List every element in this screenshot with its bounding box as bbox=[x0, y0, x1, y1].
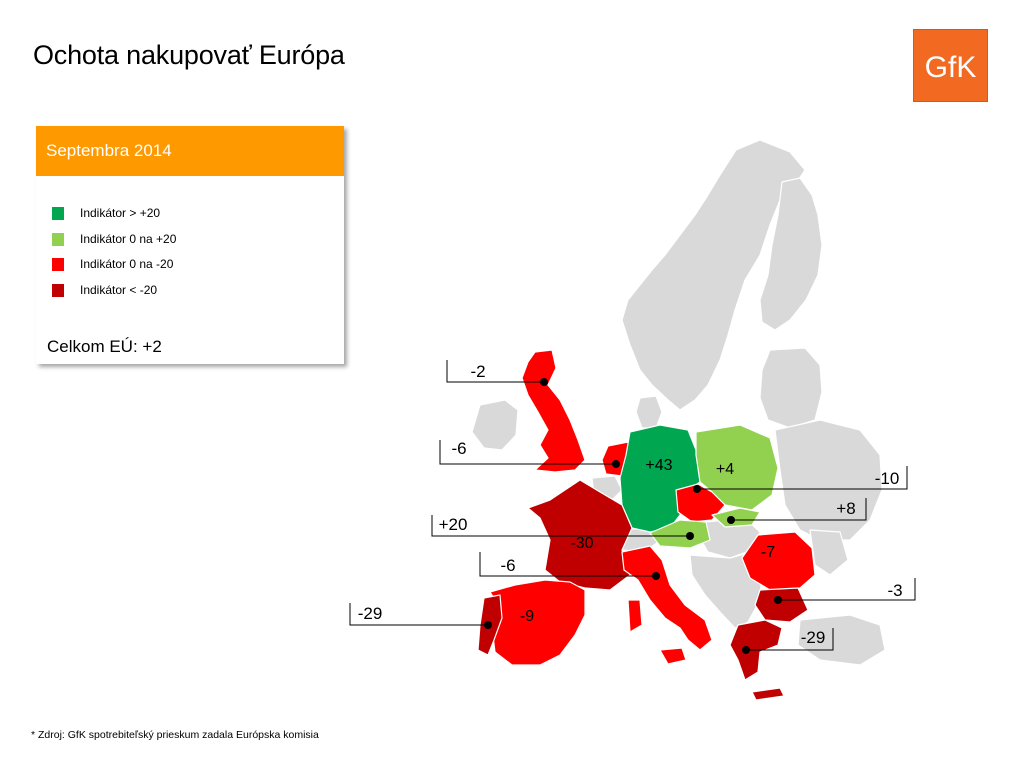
callout-portugal-line bbox=[349, 603, 488, 626]
eu-total: Celkom EÚ: +2 bbox=[47, 337, 162, 356]
country-denmark bbox=[635, 395, 663, 429]
country-bulgaria bbox=[754, 587, 809, 623]
legend-swatch-positive bbox=[52, 232, 64, 246]
legend-swatch-negative bbox=[52, 258, 64, 271]
callout-slovakia-dot bbox=[727, 516, 735, 524]
callout-slovakia-value: +8 bbox=[836, 499, 855, 518]
country-finland bbox=[759, 177, 823, 331]
legend-label: Indikátor 0 na -20 bbox=[80, 257, 174, 271]
gfk-logo: GfK bbox=[913, 29, 988, 102]
callout-bulgaria-dot bbox=[774, 596, 782, 604]
country-spain bbox=[489, 579, 586, 666]
country-slovakia bbox=[711, 507, 761, 528]
source-footnote: * Zdroj: GfK spotrebiteľský prieskum zad… bbox=[31, 729, 319, 741]
country-austria bbox=[649, 519, 711, 549]
callout-czech-value: -10 bbox=[875, 469, 900, 488]
legend-label: Indikátor 0 na +20 bbox=[80, 231, 177, 246]
callout-austria-value: +20 bbox=[439, 515, 468, 534]
legend-swatch-strong-positive bbox=[52, 207, 64, 220]
country-italy bbox=[621, 545, 713, 651]
callout-portugal-value: -29 bbox=[358, 604, 383, 623]
callout-greece-value: -29 bbox=[801, 628, 826, 647]
callout-slovakia-line bbox=[731, 498, 867, 521]
country-turkey bbox=[797, 614, 886, 666]
callout-austria-dot bbox=[686, 532, 694, 540]
callout-austria-line bbox=[431, 515, 690, 537]
legend-label: Indikátor < -20 bbox=[80, 282, 158, 297]
legend-panel: Septembra 2014 Indikátor > +20 Indikátor… bbox=[36, 126, 344, 364]
page-title: Ochota nakupovať Európa bbox=[33, 40, 345, 70]
value-romania: -7 bbox=[761, 544, 775, 561]
callout-uk-dot bbox=[540, 378, 548, 386]
callout-italy-value: -6 bbox=[500, 556, 515, 575]
country-moldova bbox=[809, 529, 849, 576]
callout-portugal-dot bbox=[484, 621, 492, 629]
callout-czech-dot bbox=[693, 485, 701, 493]
callout-greece-line bbox=[746, 628, 834, 651]
callout-uk-value: -2 bbox=[470, 362, 485, 381]
callout-italy-line bbox=[479, 552, 656, 577]
callout-bulgaria-value: -3 bbox=[887, 581, 902, 600]
country-uk bbox=[521, 349, 586, 473]
country-sardinia bbox=[627, 599, 643, 633]
legend-swatch-strong-negative bbox=[52, 283, 64, 297]
value-france: -30 bbox=[570, 535, 593, 552]
callout-greece-dot bbox=[742, 646, 750, 654]
callout-uk-line bbox=[446, 360, 544, 383]
country-romania bbox=[741, 531, 816, 591]
country-sicily bbox=[659, 647, 687, 665]
value-germany: +43 bbox=[645, 457, 672, 474]
country-east bbox=[774, 419, 883, 541]
country-crete bbox=[751, 687, 785, 701]
value-spain: -9 bbox=[520, 608, 534, 625]
legend-label: Indikátor > +20 bbox=[80, 206, 161, 220]
callout-netherlands-dot bbox=[612, 460, 620, 468]
logo-text: GfK bbox=[925, 51, 977, 84]
callout-bulgaria-line bbox=[778, 578, 916, 601]
callout-italy-dot bbox=[652, 572, 660, 580]
country-baltics bbox=[759, 347, 823, 429]
callout-netherlands-line bbox=[439, 440, 616, 465]
callout-czech-line bbox=[697, 466, 908, 490]
legend-header: Septembra 2014 bbox=[36, 126, 344, 176]
country-czech bbox=[675, 483, 726, 523]
callout-netherlands-value: -6 bbox=[451, 439, 466, 458]
country-ireland bbox=[471, 399, 519, 451]
value-poland: +4 bbox=[716, 461, 734, 478]
